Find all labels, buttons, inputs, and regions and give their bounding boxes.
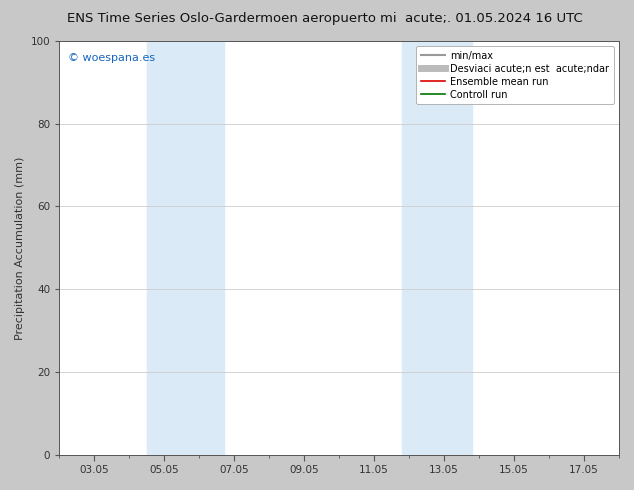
Text: ENS Time Series Oslo-Gardermoen aeropuerto: ENS Time Series Oslo-Gardermoen aeropuer… (67, 12, 377, 25)
Text: © woespana.es: © woespana.es (68, 53, 155, 64)
Bar (146, 41, 224, 455)
Legend: min/max, Desviaci acute;n est  acute;ndar, Ensemble mean run, Controll run: min/max, Desviaci acute;n est acute;ndar… (417, 46, 614, 104)
Text: mi  acute;. 01.05.2024 16 UTC: mi acute;. 01.05.2024 16 UTC (380, 12, 583, 25)
Bar (402, 41, 472, 455)
Y-axis label: Precipitation Accumulation (mm): Precipitation Accumulation (mm) (15, 156, 25, 340)
